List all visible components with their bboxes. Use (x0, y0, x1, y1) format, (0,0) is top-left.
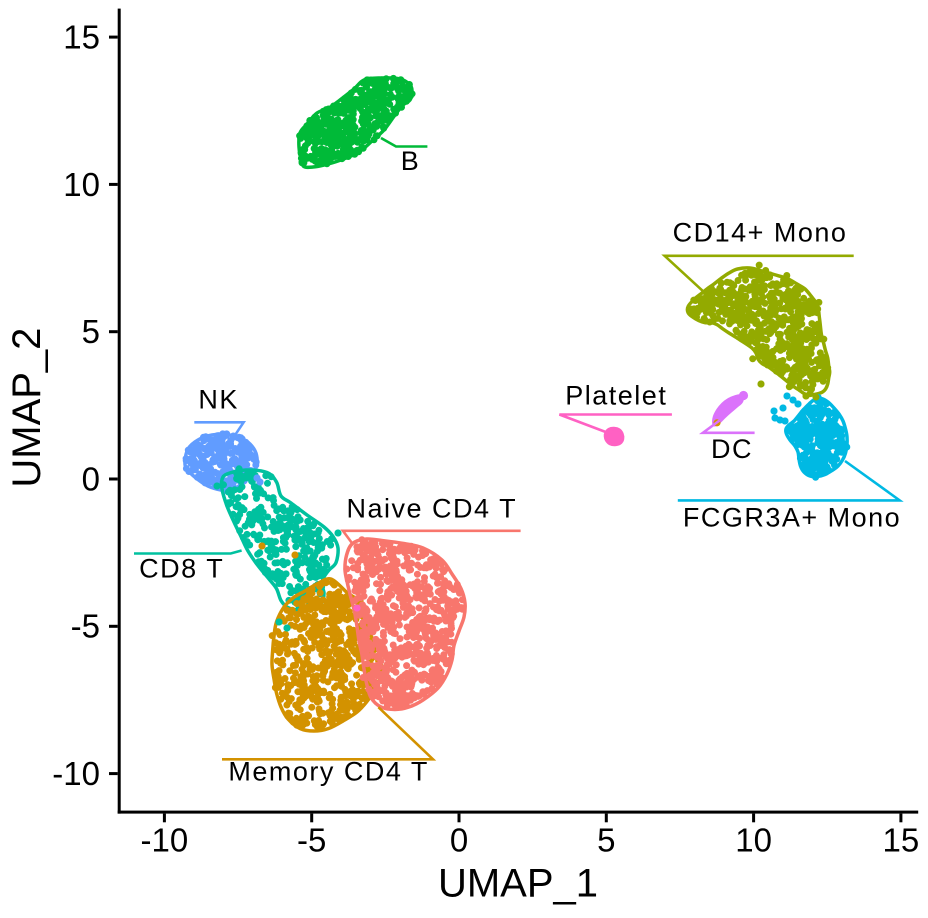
svg-text:-5: -5 (297, 822, 326, 859)
svg-text:5: 5 (82, 313, 100, 350)
svg-text:CD8 T: CD8 T (139, 554, 224, 584)
svg-text:5: 5 (597, 822, 615, 859)
svg-text:B: B (401, 146, 421, 176)
svg-text:DC: DC (711, 434, 753, 464)
svg-text:CD14+ Mono: CD14+ Mono (673, 218, 848, 248)
svg-text:-10: -10 (141, 822, 189, 859)
svg-text:Platelet: Platelet (565, 380, 667, 410)
svg-text:UMAP_1: UMAP_1 (438, 862, 598, 906)
svg-text:-10: -10 (52, 755, 100, 792)
svg-text:NK: NK (198, 384, 239, 414)
svg-text:0: 0 (82, 460, 100, 497)
svg-text:Naive CD4 T: Naive CD4 T (347, 494, 518, 524)
svg-text:FCGR3A+ Mono: FCGR3A+ Mono (683, 502, 901, 532)
svg-text:10: 10 (63, 166, 100, 203)
svg-text:Memory CD4 T: Memory CD4 T (228, 757, 429, 787)
svg-text:15: 15 (63, 19, 100, 56)
svg-text:15: 15 (883, 822, 920, 859)
svg-text:10: 10 (735, 822, 772, 859)
svg-text:-5: -5 (71, 608, 100, 645)
svg-text:UMAP_2: UMAP_2 (5, 328, 49, 488)
svg-text:0: 0 (450, 822, 468, 859)
